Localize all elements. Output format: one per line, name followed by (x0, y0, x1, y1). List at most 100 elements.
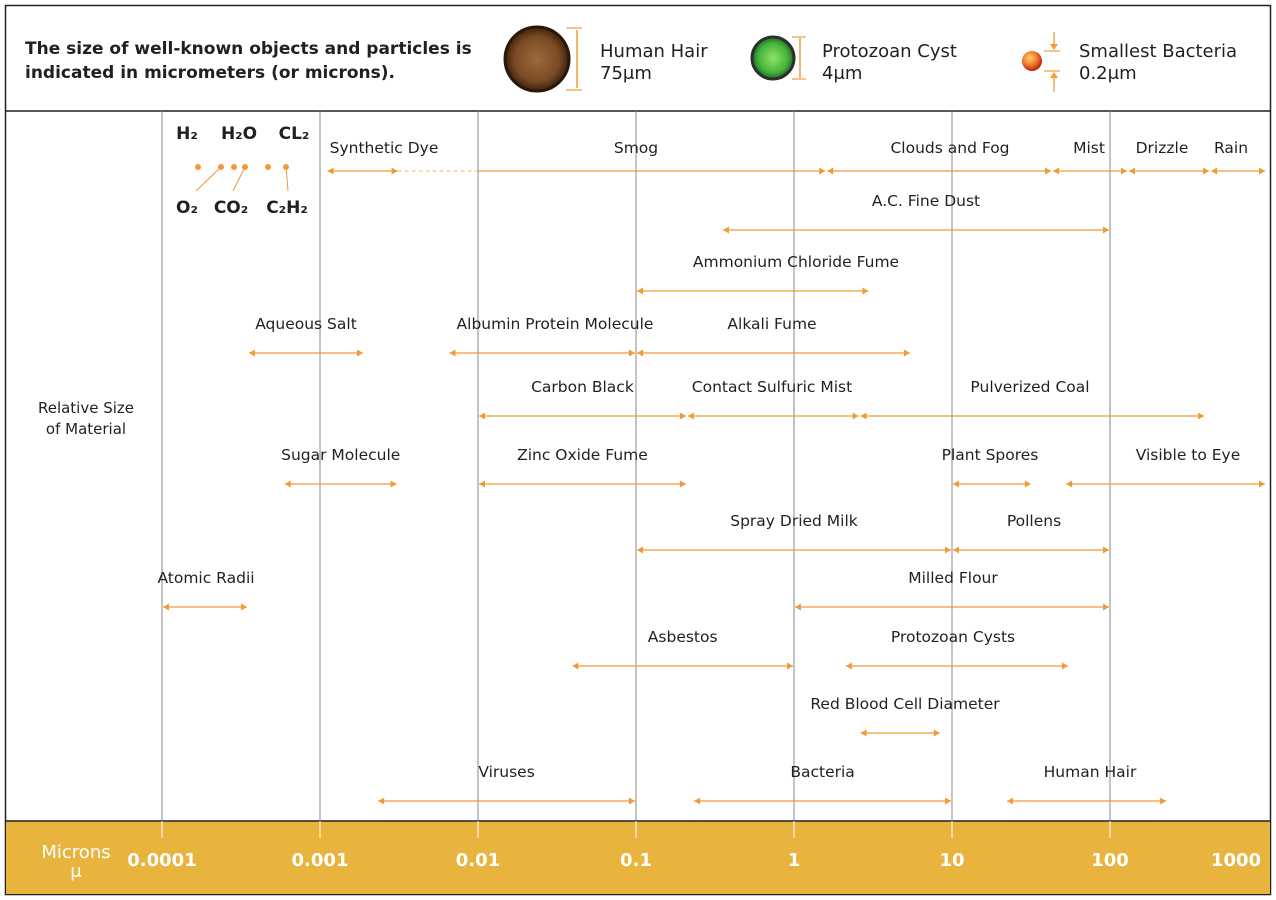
range-arrowhead (390, 480, 397, 488)
x-tick-label: 1000 (1211, 850, 1261, 871)
range-arrowhead (1103, 546, 1109, 554)
range-arrowhead (845, 662, 852, 670)
range-label: Asbestos (648, 628, 718, 646)
range-arrowhead (903, 349, 910, 357)
range-arrowhead (953, 480, 959, 488)
molecule-dot (265, 164, 271, 170)
range-ammonium-chloride-fume: Ammonium Chloride Fume (637, 253, 899, 295)
range-arrowhead (945, 797, 951, 805)
range-arrowhead (248, 349, 255, 357)
range-arrowhead (637, 287, 643, 295)
molecule-label: H₂ (176, 124, 198, 144)
range-label: Milled Flour (908, 569, 998, 587)
range-arrowhead (860, 412, 867, 420)
sample-protozoan-cyst: Protozoan Cyst 4μm (750, 35, 957, 84)
molecule-label: CL₂ (279, 124, 310, 144)
range-arrowhead (1121, 167, 1128, 175)
range-mist: Mist (1053, 139, 1128, 175)
range-label: Aqueous Salt (255, 315, 357, 333)
smallest-bacteria-label: Smallest Bacteria (1079, 41, 1237, 62)
chart-border (4, 4, 1272, 896)
protozoan-cyst-icon (750, 35, 796, 81)
range-label: Drizzle (1136, 139, 1189, 157)
range-arrowhead (327, 167, 334, 175)
range-spray-dried-milk: Spray Dried Milk (637, 512, 951, 554)
x-tick-label: 10 (939, 850, 964, 871)
range-label: Viruses (478, 763, 534, 781)
range-human-hair: Human Hair (1007, 763, 1167, 805)
range-label: Pollens (1007, 512, 1061, 530)
range-label: Atomic Radii (157, 569, 254, 587)
range-label: Human Hair (1044, 763, 1137, 781)
range-label: Bacteria (790, 763, 854, 781)
range-arrowhead (629, 797, 635, 805)
range-label: Protozoan Cysts (891, 628, 1015, 646)
range-aqueous-salt: Aqueous Salt (248, 315, 364, 357)
x-tick-label: 0.0001 (127, 850, 196, 871)
range-label: Visible to Eye (1136, 446, 1241, 464)
x-tick-label: 0.01 (456, 850, 500, 871)
range-arrowhead (479, 412, 485, 420)
range-arrowhead (479, 480, 485, 488)
range-red-blood-cell-diameter: Red Blood Cell Diameter (810, 695, 1000, 737)
axis-band (6, 821, 1270, 894)
x-axis-label: Microns (41, 842, 110, 863)
range-arrowhead (1061, 662, 1068, 670)
range-label: Mist (1073, 139, 1105, 157)
range-label: Carbon Black (531, 378, 634, 396)
range-smog: Smog (478, 139, 826, 175)
x-tick-label: 1 (788, 850, 801, 871)
molecule-label: CO₂ (214, 198, 248, 218)
range-clouds-and-fog: Clouds and Fog (827, 139, 1052, 175)
range-arrowhead (852, 412, 859, 420)
range-zinc-oxide-fume: Zinc Oxide Fume (479, 446, 686, 488)
range-label: A.C. Fine Dust (872, 192, 980, 210)
range-pulverized-coal: Pulverized Coal (860, 378, 1205, 420)
y-axis-label-line1: Relative Size (38, 399, 134, 417)
bacteria-arrowhead-top (1050, 44, 1058, 50)
human-hair-label: Human Hair (600, 41, 708, 62)
human-hair-icon (503, 25, 571, 93)
range-label: Contact Sulfuric Mist (692, 378, 852, 396)
range-label: Pulverized Coal (970, 378, 1089, 396)
range-arrowhead (378, 797, 385, 805)
sample-human-hair: Human Hair 75μm (503, 25, 708, 93)
range-arrowhead (1045, 167, 1052, 175)
human-hair-size: 75μm (600, 63, 652, 84)
molecule-leader (232, 166, 246, 192)
range-visible-to-eye: Visible to Eye (1066, 446, 1265, 488)
range-arrowhead (284, 480, 291, 488)
range-label: Ammonium Chloride Fume (693, 253, 899, 271)
sample-smallest-bacteria: Smallest Bacteria 0.2μm (1022, 32, 1237, 92)
range-arrowhead (1259, 167, 1265, 175)
range-pollens: Pollens (953, 512, 1109, 554)
range-milled-flour: Milled Flour (795, 569, 1109, 611)
range-arrowhead (860, 729, 867, 737)
range-arrowhead (862, 287, 869, 295)
range-drizzle: Drizzle (1129, 139, 1210, 175)
range-arrowhead (827, 167, 834, 175)
header-description-line2: indicated in micrometers (or microns). (25, 63, 395, 83)
range-label: Red Blood Cell Diameter (810, 695, 1000, 713)
range-atomic-radii: Atomic Radii (157, 569, 255, 611)
range-label: Alkali Fume (727, 315, 816, 333)
range-carbon-black: Carbon Black (479, 378, 686, 420)
range-label: Spray Dried Milk (730, 512, 858, 530)
range-arrowhead (163, 603, 169, 611)
range-arrowhead (722, 226, 729, 234)
range-arrowhead (637, 349, 643, 357)
range-arrowhead (1053, 167, 1060, 175)
range-arrowhead (1259, 480, 1265, 488)
range-arrowhead (1024, 480, 1031, 488)
x-axis-ticks: 0.0001 0.001 0.01 0.1 1 10 100 1000 (127, 821, 1261, 871)
range-arrowhead (449, 349, 456, 357)
range-arrowhead (1160, 797, 1167, 805)
molecule-dot (195, 164, 201, 170)
range-label: Zinc Oxide Fume (517, 446, 648, 464)
range-label: Sugar Molecule (281, 446, 400, 464)
range-arrowhead (391, 167, 398, 175)
protozoan-cyst-size: 4μm (822, 63, 862, 84)
molecule-leader (285, 166, 289, 192)
molecules-group: H₂ H₂O CL₂ O₂ CO₂ C₂H₂ (176, 124, 309, 218)
